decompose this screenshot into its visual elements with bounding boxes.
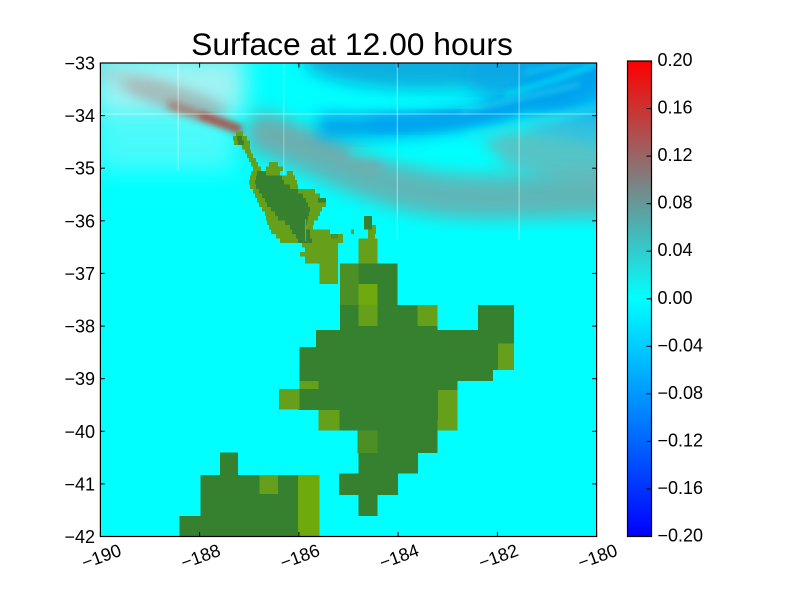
svg-text:−39: −39	[64, 369, 95, 389]
svg-text:−42: −42	[64, 527, 95, 547]
svg-text:−36: −36	[64, 211, 95, 231]
svg-text:−33: −33	[64, 54, 95, 74]
svg-text:−34: −34	[64, 106, 95, 126]
svg-text:−41: −41	[64, 474, 95, 494]
svg-text:0.20: 0.20	[658, 50, 693, 70]
svg-text:−0.12: −0.12	[658, 430, 704, 450]
svg-text:0.08: 0.08	[658, 193, 693, 213]
svg-text:0.12: 0.12	[658, 145, 693, 165]
svg-text:−38: −38	[64, 317, 95, 337]
svg-text:−35: −35	[64, 159, 95, 179]
svg-text:−0.04: −0.04	[658, 335, 704, 355]
svg-text:−0.20: −0.20	[658, 526, 704, 546]
svg-text:−40: −40	[64, 422, 95, 442]
svg-text:−0.16: −0.16	[658, 478, 704, 498]
svg-text:−0.08: −0.08	[658, 383, 704, 403]
svg-text:0.16: 0.16	[658, 98, 693, 118]
svg-text:0.00: 0.00	[658, 288, 693, 308]
svg-text:−37: −37	[64, 264, 95, 284]
svg-text:Surface at 12.00 hours: Surface at 12.00 hours	[191, 26, 513, 62]
svg-text:0.04: 0.04	[658, 240, 693, 260]
